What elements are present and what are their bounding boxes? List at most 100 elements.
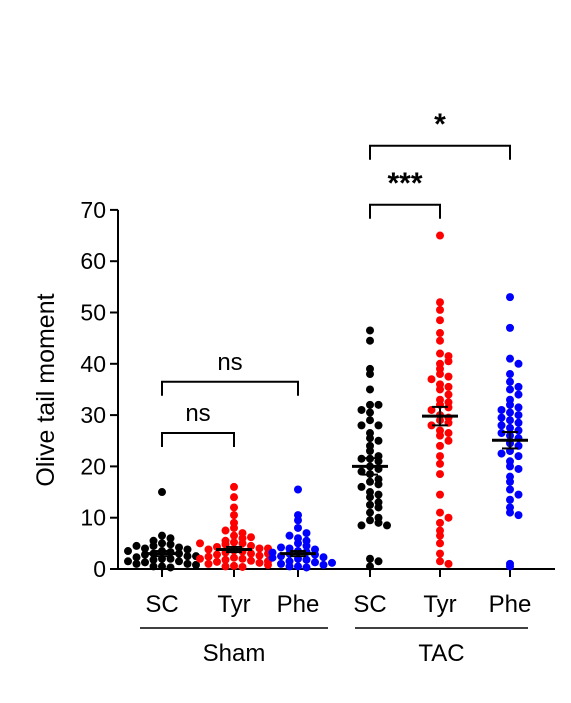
significance-bracket (369, 144, 511, 160)
data-point (196, 554, 204, 563)
data-point (328, 558, 336, 567)
data-point (166, 540, 175, 549)
data-point (149, 555, 158, 564)
data-point (166, 534, 175, 543)
data-point (374, 457, 383, 466)
data-point (357, 454, 366, 463)
group-label: Sham (203, 640, 266, 667)
data-point (436, 459, 444, 468)
data-point (514, 382, 523, 391)
data-point (444, 429, 453, 438)
data-point (444, 403, 453, 412)
data-point (436, 470, 444, 479)
data-point (514, 511, 523, 520)
data-point (497, 429, 506, 438)
data-point (230, 531, 238, 540)
data-point (230, 553, 238, 562)
data-point (436, 385, 444, 394)
data-points (124, 231, 523, 572)
y-tick-label: 40 (80, 351, 106, 377)
data-point (294, 562, 302, 571)
data-point (436, 557, 444, 566)
data-point (294, 539, 302, 548)
data-point (158, 562, 166, 571)
data-point (366, 416, 374, 425)
data-point (506, 508, 514, 517)
data-point (436, 452, 444, 461)
data-point (175, 543, 183, 552)
data-point (204, 552, 213, 561)
data-point (366, 500, 374, 509)
data-point (247, 556, 255, 565)
data-point (366, 434, 374, 443)
data-point (294, 523, 302, 532)
data-point (444, 382, 453, 391)
data-point (514, 359, 523, 368)
data-point (277, 543, 285, 552)
data-point (294, 485, 302, 494)
data-point (436, 298, 444, 307)
data-point (436, 336, 444, 345)
data-point (302, 563, 311, 572)
data-point (427, 405, 436, 414)
data-point (366, 385, 374, 394)
data-point (311, 558, 319, 567)
data-point (366, 408, 374, 417)
y-tick-label: 60 (80, 248, 106, 274)
data-point (506, 354, 514, 363)
data-point (374, 400, 383, 409)
data-point (132, 553, 141, 562)
data-point (357, 521, 366, 530)
data-point (204, 559, 213, 568)
data-point (497, 413, 506, 422)
x-tick-label: Tyr (217, 591, 250, 618)
data-point (436, 370, 444, 379)
data-point (230, 493, 238, 502)
data-point (213, 557, 221, 566)
x-tick-label: SC (353, 591, 386, 618)
data-point (444, 357, 453, 366)
x-axis-labels: SC Tyr Phe SC Tyr Phe Sham TAC (140, 591, 531, 667)
y-tick-label: 0 (93, 556, 106, 582)
data-point (238, 562, 247, 571)
mean-sem-bars (144, 405, 528, 558)
data-point (230, 503, 238, 512)
data-point (366, 477, 374, 486)
data-point (366, 554, 374, 563)
data-point (366, 508, 374, 517)
data-point (302, 541, 311, 550)
data-point (230, 523, 238, 532)
significance-bracket (369, 203, 441, 219)
significance-bracket (161, 380, 299, 396)
data-point (514, 390, 523, 399)
data-point (514, 464, 523, 473)
data-point (436, 431, 444, 440)
data-point (366, 562, 374, 571)
data-point (221, 526, 230, 535)
data-point (230, 482, 238, 491)
data-point (166, 563, 175, 572)
data-point (183, 559, 192, 568)
data-point (192, 560, 200, 569)
data-point (196, 539, 204, 548)
data-point (506, 562, 514, 571)
y-axis-label: Olive tail moment (32, 293, 60, 486)
data-point (183, 552, 192, 561)
data-point (255, 558, 264, 567)
data-point (506, 370, 514, 379)
data-point (158, 531, 166, 540)
data-point (497, 449, 506, 458)
data-point (436, 231, 444, 240)
data-point (497, 421, 506, 430)
data-point (374, 518, 383, 527)
data-point (506, 385, 514, 394)
data-point (357, 405, 366, 414)
y-tick-label: 30 (80, 402, 106, 428)
data-point (514, 411, 523, 420)
significance-label: ns (217, 349, 242, 376)
data-point (506, 416, 514, 425)
data-point (149, 562, 158, 571)
data-point (514, 452, 523, 461)
data-point (366, 516, 374, 525)
